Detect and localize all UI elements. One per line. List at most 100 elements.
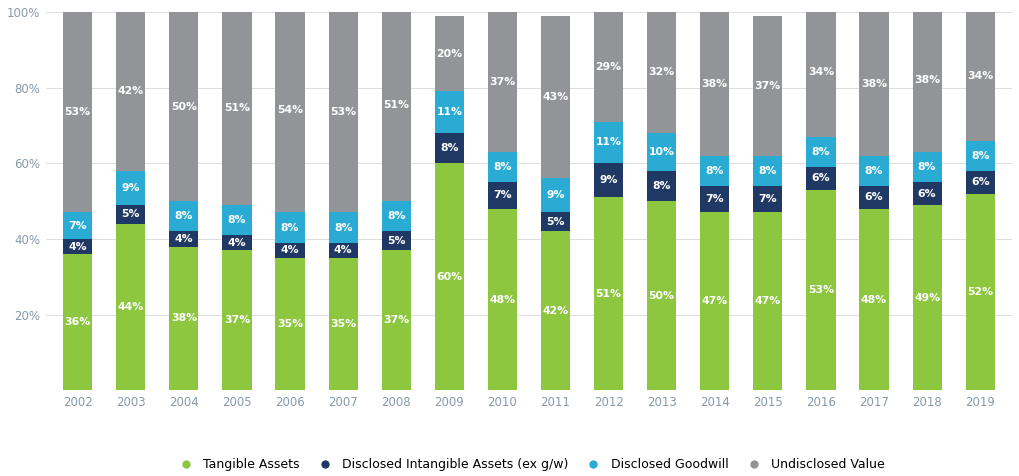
Bar xyxy=(594,122,624,163)
Bar xyxy=(222,205,252,235)
Text: 8%: 8% xyxy=(812,147,830,157)
Bar xyxy=(700,186,730,212)
Bar xyxy=(328,12,358,212)
Text: 47%: 47% xyxy=(755,297,781,307)
Bar xyxy=(222,250,252,390)
Bar xyxy=(647,171,677,201)
Bar xyxy=(222,12,252,205)
Text: 38%: 38% xyxy=(914,75,941,85)
Text: 43%: 43% xyxy=(542,92,569,102)
Text: 37%: 37% xyxy=(489,77,516,87)
Bar xyxy=(594,198,624,390)
Text: 8%: 8% xyxy=(705,166,725,176)
Text: 8%: 8% xyxy=(971,151,989,161)
Bar xyxy=(966,171,995,194)
Text: 8%: 8% xyxy=(387,211,406,221)
Text: 42%: 42% xyxy=(542,306,569,316)
Bar xyxy=(169,201,199,231)
Bar xyxy=(382,250,411,390)
Bar xyxy=(806,190,836,390)
Bar xyxy=(594,12,624,122)
Text: 34%: 34% xyxy=(967,71,994,81)
Text: 4%: 4% xyxy=(281,245,300,255)
Bar xyxy=(116,205,146,224)
Text: 47%: 47% xyxy=(702,297,728,307)
Text: 11%: 11% xyxy=(595,138,622,148)
Bar xyxy=(328,258,358,390)
Bar xyxy=(382,231,411,250)
Text: 4%: 4% xyxy=(68,241,87,251)
Text: 8%: 8% xyxy=(227,215,247,225)
Bar xyxy=(594,163,624,198)
Text: 36%: 36% xyxy=(64,317,91,327)
Bar xyxy=(63,212,93,239)
Bar xyxy=(488,208,517,390)
Bar xyxy=(63,254,93,390)
Text: 51%: 51% xyxy=(383,99,410,109)
Bar xyxy=(859,12,889,156)
Text: 38%: 38% xyxy=(702,79,728,89)
Text: 29%: 29% xyxy=(595,62,622,72)
Text: 5%: 5% xyxy=(121,209,140,219)
Bar xyxy=(859,208,889,390)
Bar xyxy=(700,12,730,156)
Bar xyxy=(382,8,411,201)
Bar xyxy=(435,133,464,163)
Bar xyxy=(541,178,570,212)
Text: 7%: 7% xyxy=(705,194,725,204)
Bar xyxy=(859,186,889,208)
Text: 37%: 37% xyxy=(224,315,250,325)
Text: 11%: 11% xyxy=(436,107,463,117)
Text: 9%: 9% xyxy=(546,190,565,200)
Text: 8%: 8% xyxy=(174,211,194,221)
Text: 53%: 53% xyxy=(808,285,834,295)
Bar xyxy=(700,156,730,186)
Text: 49%: 49% xyxy=(914,293,941,303)
Bar xyxy=(913,205,942,390)
Bar xyxy=(966,194,995,390)
Bar xyxy=(913,182,942,205)
Text: 50%: 50% xyxy=(649,291,675,301)
Text: 53%: 53% xyxy=(330,107,357,117)
Bar xyxy=(275,258,305,390)
Text: 8%: 8% xyxy=(493,162,512,172)
Text: 4%: 4% xyxy=(334,245,353,255)
Bar xyxy=(275,212,305,243)
Text: 32%: 32% xyxy=(648,68,675,78)
Bar xyxy=(435,16,464,91)
Bar xyxy=(913,152,942,182)
Bar xyxy=(541,16,570,178)
Bar xyxy=(169,12,199,201)
Text: 5%: 5% xyxy=(387,236,406,246)
Text: 20%: 20% xyxy=(436,49,463,59)
Text: 10%: 10% xyxy=(649,147,675,157)
Bar xyxy=(488,152,517,182)
Text: 38%: 38% xyxy=(171,313,197,323)
Bar xyxy=(966,140,995,171)
Text: 7%: 7% xyxy=(68,221,87,231)
Bar xyxy=(116,171,146,205)
Text: 38%: 38% xyxy=(861,79,888,89)
Bar xyxy=(541,231,570,390)
Text: 44%: 44% xyxy=(117,302,144,312)
Text: 6%: 6% xyxy=(971,177,989,187)
Text: 8%: 8% xyxy=(758,166,777,176)
Bar xyxy=(488,182,517,208)
Text: 8%: 8% xyxy=(440,143,459,153)
Text: 8%: 8% xyxy=(918,162,936,172)
Bar xyxy=(753,186,783,212)
Bar xyxy=(435,91,464,133)
Text: 48%: 48% xyxy=(489,295,516,305)
Bar xyxy=(116,224,146,390)
Bar xyxy=(806,137,836,167)
Bar xyxy=(63,239,93,254)
Text: 42%: 42% xyxy=(117,87,144,97)
Text: 6%: 6% xyxy=(865,192,883,202)
Text: 8%: 8% xyxy=(865,166,883,176)
Text: 52%: 52% xyxy=(967,287,994,297)
Bar xyxy=(753,212,783,390)
Bar xyxy=(753,16,783,156)
Text: 51%: 51% xyxy=(224,103,250,113)
Text: 7%: 7% xyxy=(758,194,777,204)
Text: 8%: 8% xyxy=(334,223,353,233)
